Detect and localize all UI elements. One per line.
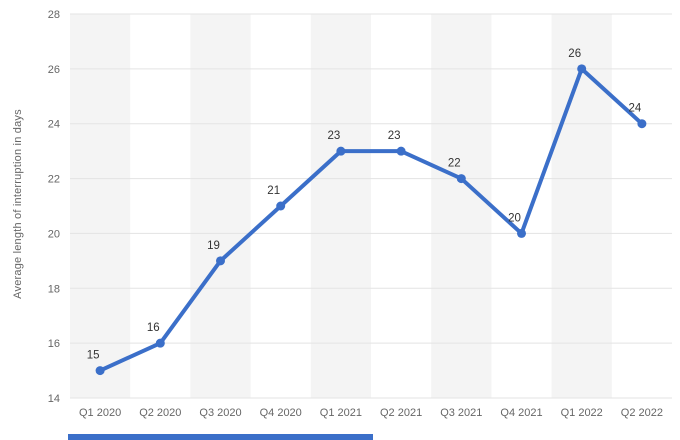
data-point-marker[interactable] — [216, 256, 225, 266]
data-point-marker[interactable] — [456, 174, 466, 184]
x-tick-label: Q2 2020 — [139, 407, 181, 419]
x-tick-label: Q2 2021 — [380, 407, 422, 419]
data-point-label: 19 — [207, 240, 220, 252]
y-tick-label: 28 — [48, 9, 60, 21]
y-axis-title: Average length of interruption in days — [12, 109, 24, 299]
data-point-label: 23 — [328, 130, 341, 142]
data-line — [98, 66, 644, 373]
data-point-marker[interactable] — [276, 201, 286, 211]
x-tick-label: Q2 2022 — [621, 407, 663, 419]
y-tick-label: 26 — [48, 64, 60, 76]
bottom-accent-bar — [68, 434, 373, 440]
y-tick-label: 22 — [48, 174, 60, 186]
data-point-marker[interactable] — [517, 228, 526, 238]
data-point-label: 16 — [147, 322, 160, 334]
plot-band — [551, 14, 612, 398]
plot-band — [190, 14, 251, 398]
y-tick-label: 16 — [48, 338, 60, 350]
y-tick-label: 18 — [48, 283, 60, 295]
x-tick-label: Q1 2021 — [320, 407, 362, 419]
data-point-marker[interactable] — [155, 338, 165, 348]
y-tick-label: 24 — [48, 119, 60, 131]
y-tick-label: 14 — [48, 393, 60, 405]
x-tick-label: Q4 2021 — [500, 407, 542, 419]
data-point-marker[interactable] — [95, 366, 105, 376]
x-tick-label: Q3 2020 — [199, 407, 241, 419]
data-point-marker[interactable] — [336, 146, 346, 156]
y-tick-label: 20 — [48, 228, 60, 240]
x-tick-label: Q4 2020 — [260, 407, 302, 419]
data-point-label: 22 — [448, 158, 461, 170]
plot-band — [431, 14, 492, 398]
data-point-label: 23 — [388, 130, 401, 142]
x-tick-label: Q1 2020 — [79, 407, 121, 419]
data-point-marker[interactable] — [577, 64, 587, 74]
data-point-marker[interactable] — [637, 119, 647, 129]
plot-band — [310, 14, 371, 398]
data-point-marker[interactable] — [396, 146, 406, 156]
plot-band — [70, 14, 131, 398]
data-point-label: 15 — [87, 350, 100, 362]
data-point-label: 24 — [629, 103, 642, 115]
data-point-label: 20 — [508, 212, 521, 224]
x-tick-label: Q1 2022 — [561, 407, 603, 419]
data-point-label: 26 — [568, 48, 581, 60]
data-point-label: 21 — [267, 185, 280, 197]
x-tick-label: Q3 2021 — [440, 407, 482, 419]
